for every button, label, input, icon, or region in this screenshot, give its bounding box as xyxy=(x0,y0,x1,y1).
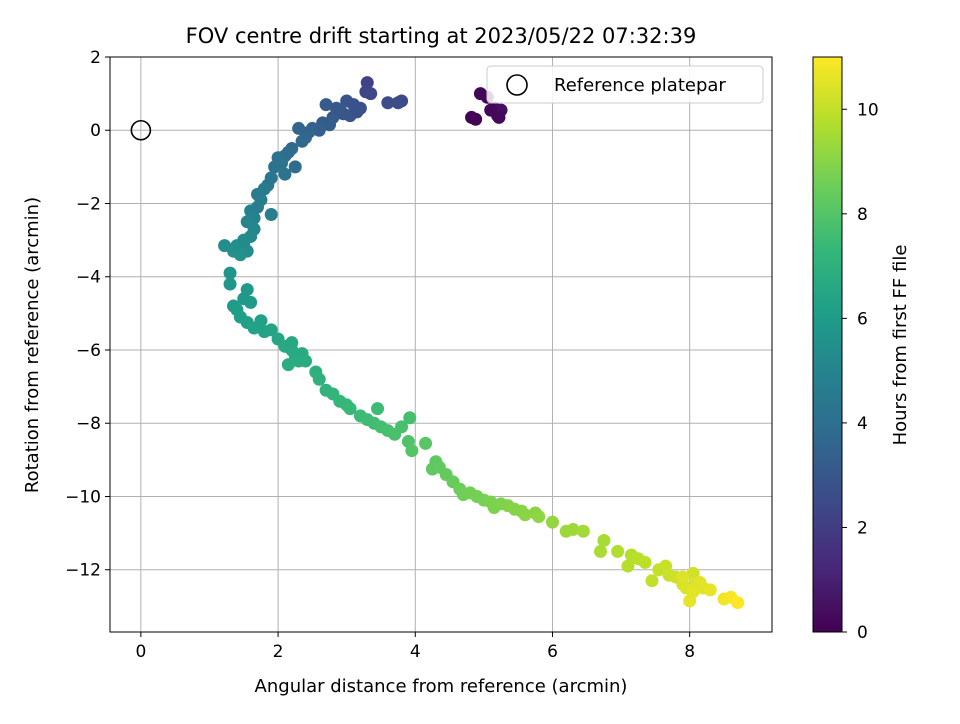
data-point xyxy=(285,336,299,350)
data-points xyxy=(218,76,745,610)
data-point xyxy=(545,515,559,529)
data-point xyxy=(254,314,268,328)
x-tick-label: 2 xyxy=(273,642,284,662)
data-point xyxy=(329,101,343,115)
y-tick-label: −2 xyxy=(76,194,101,214)
data-point xyxy=(532,510,546,524)
legend: Reference platepar xyxy=(486,65,764,104)
plot-frame xyxy=(109,56,773,633)
data-point xyxy=(319,98,333,112)
data-point xyxy=(288,160,302,174)
data-point xyxy=(295,134,309,148)
colorbar-tick-label: 4 xyxy=(857,414,868,434)
legend-marker-icon xyxy=(506,74,528,96)
data-point xyxy=(492,110,506,124)
y-tick-label: 2 xyxy=(90,48,101,68)
y-tick-label: −12 xyxy=(65,561,101,581)
data-point xyxy=(686,585,700,599)
legend-box xyxy=(486,65,764,104)
data-point xyxy=(237,233,251,247)
y-tick-label: −6 xyxy=(76,341,101,361)
data-point xyxy=(364,87,378,101)
x-tick-label: 6 xyxy=(547,642,558,662)
reference-point xyxy=(130,119,152,141)
grid xyxy=(110,56,772,632)
chart-title: FOV centre drift starting at 2023/05/22 … xyxy=(186,24,697,48)
data-point xyxy=(264,323,278,337)
data-point xyxy=(693,576,707,590)
colorbar-label: Hours from first FF file xyxy=(890,245,911,446)
colorbar-tick-label: 0 xyxy=(857,623,868,643)
data-point xyxy=(576,524,590,538)
data-point xyxy=(250,200,264,214)
data-point xyxy=(343,402,357,416)
data-point xyxy=(268,160,282,174)
data-point xyxy=(395,420,409,434)
data-point xyxy=(731,596,745,610)
data-point xyxy=(405,444,419,458)
data-point xyxy=(350,105,364,119)
data-point xyxy=(593,544,607,558)
data-point xyxy=(340,94,354,108)
data-point xyxy=(611,544,625,558)
x-axis-ticks: 0 2 4 6 8 xyxy=(135,632,695,662)
reference-marker xyxy=(130,119,152,141)
data-point xyxy=(281,358,295,372)
data-point xyxy=(381,96,395,110)
data-point xyxy=(292,121,306,135)
data-point xyxy=(597,533,611,547)
data-point xyxy=(237,292,251,306)
data-point xyxy=(218,239,232,253)
data-point xyxy=(566,522,580,536)
data-point xyxy=(518,508,532,522)
data-point xyxy=(419,436,433,450)
x-tick-label: 0 xyxy=(135,642,146,662)
data-point xyxy=(703,583,717,597)
y-tick-label: −8 xyxy=(76,414,101,434)
data-point xyxy=(312,372,326,386)
data-point xyxy=(264,207,278,221)
colorbar-tick-label: 2 xyxy=(857,518,868,538)
data-point xyxy=(638,555,652,569)
y-tick-label: −10 xyxy=(65,487,101,507)
data-point xyxy=(278,167,292,181)
colorbar-tick-label: 10 xyxy=(857,100,879,120)
data-point xyxy=(621,559,635,573)
data-point xyxy=(645,574,659,588)
y-tick-label: 0 xyxy=(90,121,101,141)
y-axis-label: Rotation from reference (arcmin) xyxy=(22,197,43,493)
legend-label: Reference platepar xyxy=(554,75,726,96)
y-axis-ticks: 2 0 −2 −4 −6 −8 −10 −12 xyxy=(65,48,110,581)
x-tick-label: 8 xyxy=(684,642,695,662)
y-tick-label: −4 xyxy=(76,268,101,288)
data-point xyxy=(403,411,417,425)
data-point xyxy=(391,96,405,110)
x-axis-label: Angular distance from reference (arcmin) xyxy=(255,676,628,697)
x-tick-label: 4 xyxy=(410,642,421,662)
data-point xyxy=(676,570,690,584)
data-point xyxy=(233,248,247,262)
colorbar-tick-label: 8 xyxy=(857,205,868,225)
colorbar-tick-label: 6 xyxy=(857,309,868,329)
colorbar xyxy=(812,56,843,633)
data-point xyxy=(223,277,237,291)
data-point xyxy=(223,266,237,280)
data-point xyxy=(299,354,313,368)
data-point xyxy=(469,112,483,126)
colorbar-ticks: 0 2 4 6 8 10 xyxy=(842,100,879,643)
data-point xyxy=(371,402,385,416)
data-point xyxy=(323,118,337,132)
